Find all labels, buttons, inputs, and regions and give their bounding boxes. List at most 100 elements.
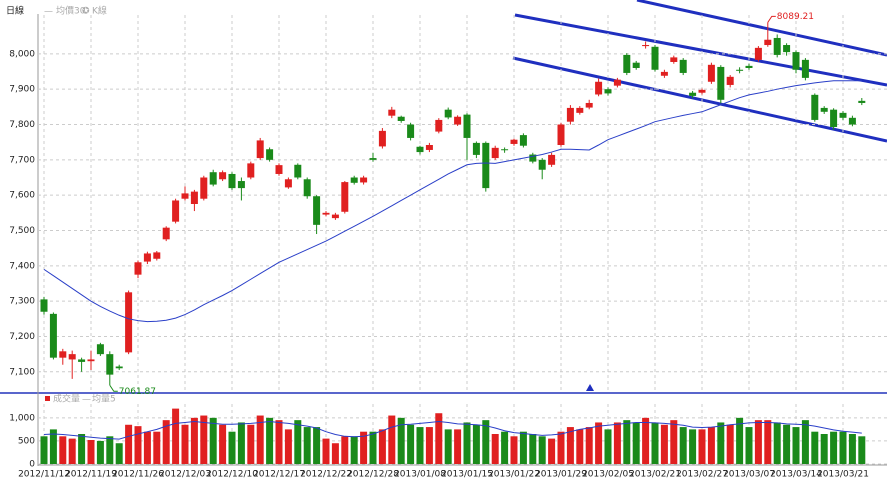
volume-bar bbox=[209, 417, 217, 464]
legend-entry: 均量5 bbox=[92, 393, 116, 405]
volume-bar bbox=[576, 429, 584, 464]
volume-bar bbox=[698, 429, 706, 464]
y-tick-label: 7,600 bbox=[9, 191, 35, 201]
volume-bar bbox=[839, 431, 847, 464]
volume-bar bbox=[689, 429, 697, 464]
line-series bbox=[43, 421, 862, 440]
volume-bar bbox=[134, 426, 142, 464]
volume-bar bbox=[491, 434, 499, 464]
legend-key bbox=[45, 396, 50, 401]
candle-body bbox=[49, 313, 57, 358]
candle-body bbox=[40, 299, 48, 312]
volume-bar bbox=[717, 422, 725, 464]
volume-bar bbox=[623, 420, 631, 464]
volume-bar bbox=[59, 436, 67, 464]
candle-body bbox=[425, 145, 433, 150]
x-tick-label: 2012/12/17 bbox=[253, 470, 305, 480]
volume-bar bbox=[510, 436, 518, 464]
volume-bar bbox=[125, 424, 133, 464]
legend-key: ✪ bbox=[82, 7, 90, 17]
candle-body bbox=[792, 52, 800, 70]
candle-body bbox=[275, 165, 283, 174]
candle-body bbox=[557, 124, 565, 146]
candle-body bbox=[219, 172, 227, 180]
volume-bar bbox=[200, 415, 208, 464]
candle-body bbox=[811, 94, 819, 120]
volume-bar bbox=[172, 408, 180, 464]
volume-bar bbox=[811, 431, 819, 464]
y-tick-label: 7,900 bbox=[9, 85, 35, 95]
candle-body bbox=[87, 359, 95, 362]
candle-body bbox=[378, 130, 386, 147]
candle-body bbox=[360, 177, 368, 183]
y-tick-label: 7,300 bbox=[9, 297, 35, 307]
candle-body bbox=[172, 200, 180, 222]
candle-body bbox=[717, 66, 725, 100]
volume-bar bbox=[331, 443, 339, 464]
volume-bar bbox=[313, 427, 321, 464]
legend-entry: 成交量 bbox=[53, 393, 80, 405]
trend-line bbox=[514, 13, 887, 87]
volume-bar bbox=[275, 420, 283, 464]
volume-bar bbox=[726, 424, 734, 464]
volume-bar bbox=[425, 427, 433, 464]
volume-bar bbox=[773, 422, 781, 464]
y-tick-label: 0 bbox=[29, 460, 35, 470]
volume-bar bbox=[801, 420, 809, 464]
volume-bar bbox=[660, 424, 668, 464]
candle-body bbox=[350, 177, 358, 183]
trend-line bbox=[636, 0, 887, 57]
trend-line bbox=[512, 56, 887, 143]
volume-bar bbox=[407, 424, 415, 464]
candle-body bbox=[660, 71, 668, 76]
candle-body bbox=[698, 89, 706, 93]
candle-body bbox=[585, 102, 593, 108]
candle-body bbox=[707, 64, 715, 82]
candle-body bbox=[726, 76, 734, 85]
candle-body bbox=[679, 59, 687, 73]
volume-bar bbox=[444, 429, 452, 464]
candle-body bbox=[454, 116, 462, 125]
y-tick-label: 7,700 bbox=[9, 155, 35, 165]
candle-body bbox=[247, 163, 255, 178]
candle-body bbox=[651, 46, 659, 70]
candle-body bbox=[162, 227, 170, 240]
volume-bar bbox=[219, 424, 227, 464]
marker bbox=[586, 384, 594, 391]
candle-body bbox=[237, 181, 245, 189]
candle-body bbox=[736, 69, 744, 71]
x-tick-label: 2012/11/12 bbox=[18, 470, 70, 480]
volume-bar bbox=[237, 422, 245, 464]
volume-bar bbox=[783, 424, 791, 464]
volume-bar bbox=[764, 420, 772, 464]
volume-bar bbox=[360, 431, 368, 464]
volume-bar bbox=[754, 420, 762, 464]
volume-bar bbox=[378, 429, 386, 464]
volume-bar bbox=[96, 440, 104, 464]
x-tick-label: 2012/11/26 bbox=[112, 470, 164, 480]
x-tick-label: 2013/02/27 bbox=[676, 470, 728, 480]
y-tick-label: 7,800 bbox=[9, 120, 35, 130]
volume-bar bbox=[501, 431, 509, 464]
volume-bar bbox=[49, 429, 57, 464]
volume-bar bbox=[642, 417, 650, 464]
candle-body bbox=[764, 39, 772, 46]
candle-body bbox=[642, 45, 650, 47]
volume-bar bbox=[162, 420, 170, 464]
annotation: 7061.87 bbox=[119, 387, 156, 397]
x-tick-label: 2013/03/14 bbox=[770, 470, 822, 480]
candle-body bbox=[341, 182, 349, 212]
volume-bar bbox=[247, 424, 255, 464]
volume-bar bbox=[538, 436, 546, 464]
x-tick-label: 2013/03/21 bbox=[817, 470, 869, 480]
candle-body bbox=[143, 253, 151, 262]
candle-body bbox=[68, 354, 76, 360]
volume-bar bbox=[341, 436, 349, 464]
y-tick-label: 7,500 bbox=[9, 226, 35, 236]
candle-body bbox=[266, 149, 274, 160]
y-tick-label: 7,400 bbox=[9, 261, 35, 271]
candle-body bbox=[613, 79, 621, 86]
volume-bar bbox=[284, 429, 292, 464]
volume-bar bbox=[266, 417, 274, 464]
